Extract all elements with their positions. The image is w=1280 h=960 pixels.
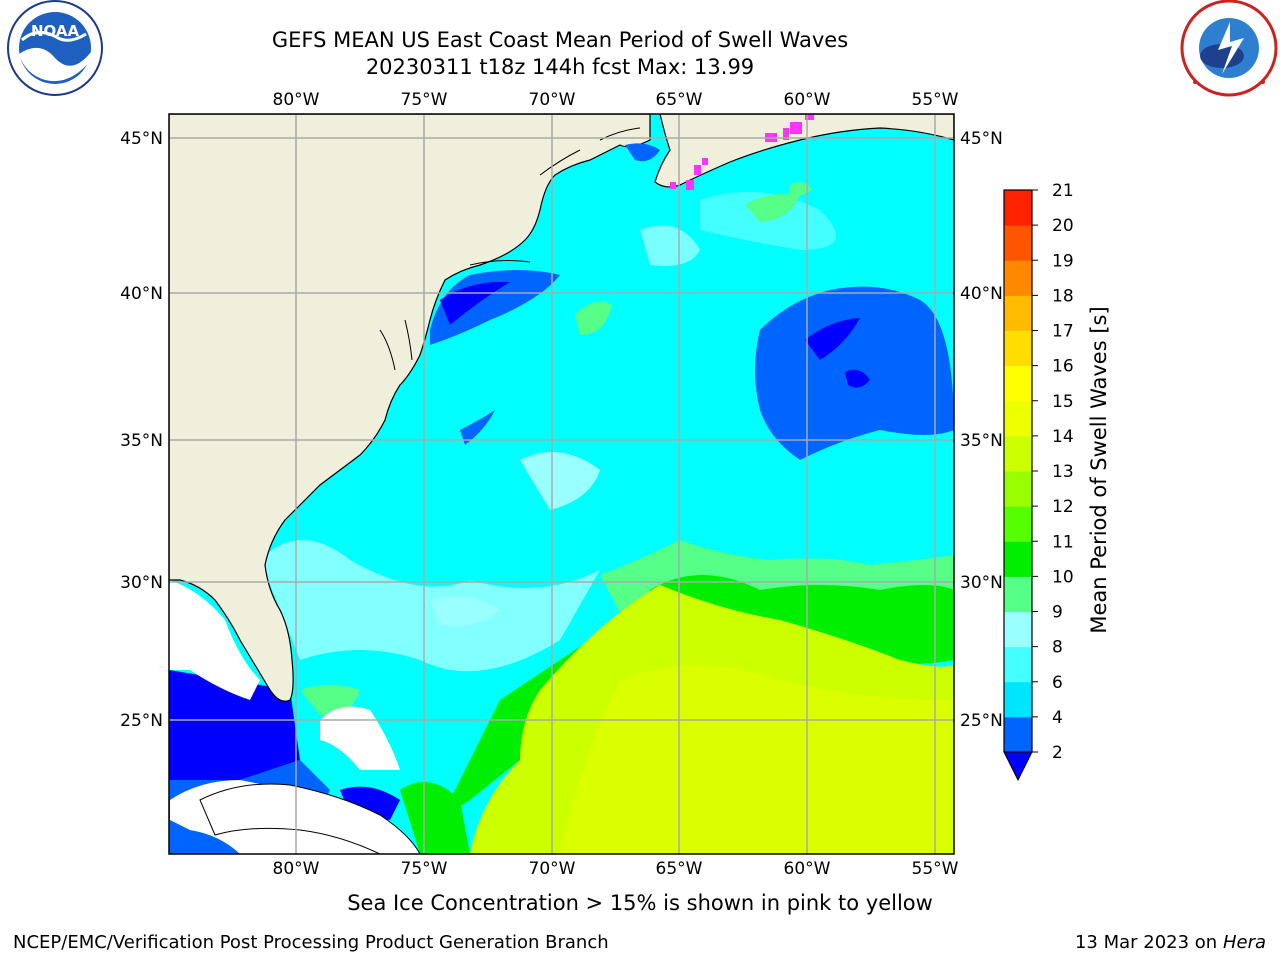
footer-date: 13 Mar 2023 on Hera	[1075, 932, 1266, 953]
colorbar-swatch	[1004, 400, 1032, 437]
colorbar-swatch	[1004, 541, 1032, 577]
lat-label-left: 40°N	[120, 284, 163, 304]
colorbar-label: 2	[1052, 743, 1063, 763]
lon-label-top: 55°W	[912, 90, 959, 110]
lat-label-right: 35°N	[960, 431, 1003, 451]
lat-label-left: 35°N	[120, 431, 163, 451]
lon-label-top: 80°W	[273, 90, 320, 110]
colorbar-label: 4	[1052, 708, 1063, 728]
colorbar-swatch	[1004, 471, 1032, 507]
colorbar-under-triangle	[1003, 751, 1033, 782]
land-us-east	[169, 114, 651, 702]
colorbar-swatch	[1004, 576, 1032, 612]
noaa-logo-text: NOAA	[31, 22, 80, 40]
land-canada	[654, 114, 954, 188]
colorbar-swatch	[1004, 646, 1032, 683]
colorbar-swatch	[1004, 365, 1032, 402]
lat-label-left: 25°N	[120, 711, 163, 731]
colorbar-label: 14	[1052, 427, 1074, 447]
lon-label-bottom: 65°W	[656, 859, 703, 879]
colorbar-label: 19	[1052, 251, 1074, 271]
lat-label-right: 40°N	[960, 284, 1003, 304]
footer-host: Hera	[1222, 932, 1266, 953]
colorbar-label: 8	[1052, 638, 1063, 658]
colorbar-label: 13	[1052, 462, 1074, 482]
colorbar-label: 20	[1052, 216, 1074, 236]
lon-label-bottom: 55°W	[912, 859, 959, 879]
lon-labels-top: 80°W 75°W 70°W 65°W 60°W 55°W	[273, 90, 959, 110]
footer-credit: NCEP/EMC/Verification Post Processing Pr…	[13, 932, 609, 953]
sea-ice-caption: Sea Ice Concentration > 15% is shown in …	[347, 891, 933, 915]
lat-label-right: 25°N	[960, 711, 1003, 731]
lon-label-bottom: 80°W	[273, 859, 320, 879]
colorbar-label: 9	[1052, 603, 1063, 623]
colorbar-swatch	[1004, 330, 1032, 367]
colorbar-swatch	[1004, 681, 1032, 718]
colorbar-label: 15	[1052, 392, 1074, 412]
map-area	[169, 114, 954, 854]
colorbar: 2 4 6 8 9 10 11 12 13 14 15 16 17 18 19 20 21	[1003, 181, 1074, 782]
lon-label-top: 60°W	[784, 90, 831, 110]
lon-label-top: 75°W	[401, 90, 448, 110]
noaa-logo: NOAA	[7, 0, 103, 96]
colorbar-label: 16	[1052, 357, 1074, 377]
colorbar-swatch	[1004, 295, 1032, 331]
colorbar-swatch	[1004, 506, 1032, 542]
lat-label-left: 30°N	[120, 573, 163, 593]
colorbar-label: 18	[1052, 286, 1074, 306]
lon-labels-bottom: 80°W 75°W 70°W 65°W 60°W 55°W	[273, 859, 959, 879]
lat-label-left: 45°N	[120, 129, 163, 149]
footer-date-text: 13 Mar 2023 on	[1074, 932, 1218, 953]
lon-label-bottom: 75°W	[401, 859, 448, 879]
chart-subtitle: 20230311 t18z 144h fcst Max: 13.99	[365, 55, 755, 79]
colorbar-label: 10	[1052, 567, 1074, 587]
lon-label-top: 65°W	[656, 90, 703, 110]
colorbar-swatch	[1004, 260, 1032, 296]
colorbar-label: 12	[1052, 497, 1074, 517]
lat-labels-left: 45°N 40°N 35°N 30°N 25°N	[120, 129, 163, 731]
colorbar-swatch	[1004, 435, 1032, 472]
colorbar-swatch	[1004, 716, 1032, 753]
chart-title: GEFS MEAN US East Coast Mean Period of S…	[271, 28, 849, 52]
lat-label-right: 30°N	[960, 573, 1003, 593]
lat-label-right: 45°N	[960, 129, 1003, 149]
map-frame	[168, 113, 955, 855]
colorbar-label: 6	[1052, 673, 1063, 693]
colorbar-label: 21	[1052, 181, 1074, 201]
lat-labels-right: 45°N 40°N 35°N 30°N 25°N	[960, 129, 1003, 731]
lon-label-top: 70°W	[529, 90, 576, 110]
colorbar-swatch	[1004, 225, 1032, 261]
colorbar-title: Mean Period of Swell Waves [s]	[1087, 306, 1111, 633]
colorbar-swatch	[1004, 190, 1032, 226]
colorbar-label: 11	[1052, 532, 1074, 552]
map-gridlines	[169, 114, 954, 854]
nws-logo	[1180, 0, 1278, 97]
lon-label-bottom: 60°W	[784, 859, 831, 879]
colorbar-label: 17	[1052, 322, 1074, 342]
colorbar-swatch	[1004, 611, 1032, 648]
lon-label-bottom: 70°W	[529, 859, 576, 879]
